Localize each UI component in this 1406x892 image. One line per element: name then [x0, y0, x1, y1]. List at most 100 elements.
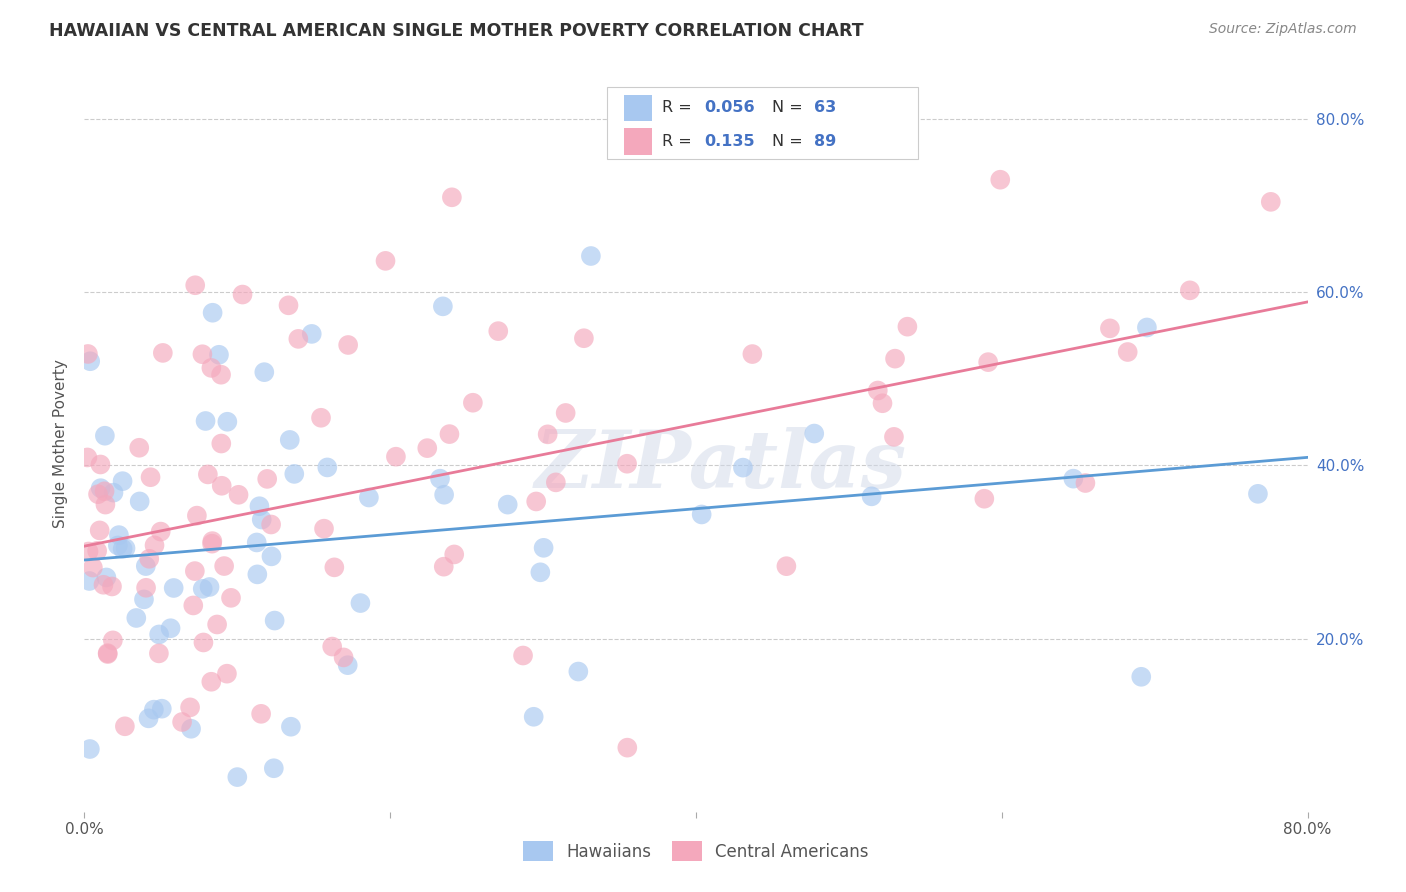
- Point: [321, 640, 343, 654]
- Point: [107, 538, 129, 552]
- Point: [357, 491, 380, 505]
- Point: [443, 548, 465, 562]
- Point: [433, 559, 456, 574]
- Point: [87, 487, 110, 501]
- Point: [524, 494, 547, 508]
- Point: [101, 633, 124, 648]
- Point: [977, 355, 1000, 369]
- Point: [283, 467, 305, 481]
- Point: [193, 635, 215, 649]
- Point: [184, 564, 207, 578]
- Point: [172, 714, 194, 729]
- Point: [159, 621, 181, 635]
- Point: [432, 299, 454, 313]
- Point: [896, 319, 918, 334]
- Point: [385, 450, 408, 464]
- Point: [616, 457, 638, 471]
- Point: [1098, 321, 1121, 335]
- Text: HAWAIIAN VS CENTRAL AMERICAN SINGLE MOTHER POVERTY CORRELATION CHART: HAWAIIAN VS CENTRAL AMERICAN SINGLE MOTH…: [49, 22, 863, 40]
- Point: [529, 566, 551, 580]
- Point: [94, 498, 117, 512]
- Point: [89, 524, 111, 538]
- Point: [143, 538, 166, 552]
- Legend: Hawaiians, Central Americans: Hawaiians, Central Americans: [515, 832, 877, 870]
- Point: [79, 574, 101, 588]
- Point: [103, 485, 125, 500]
- Point: [1062, 472, 1084, 486]
- Point: [148, 646, 170, 660]
- Point: [1130, 670, 1153, 684]
- Point: [872, 396, 894, 410]
- Point: [96, 570, 118, 584]
- Point: [523, 710, 546, 724]
- Point: [114, 541, 136, 556]
- Point: [77, 544, 100, 558]
- Point: [201, 536, 224, 550]
- Point: [79, 354, 101, 368]
- Point: [180, 722, 202, 736]
- Point: [219, 591, 242, 605]
- Text: 0.135: 0.135: [704, 134, 755, 149]
- Point: [201, 534, 224, 549]
- Point: [263, 761, 285, 775]
- Point: [150, 701, 173, 715]
- Point: [111, 541, 134, 556]
- Point: [215, 666, 238, 681]
- Point: [128, 441, 150, 455]
- Point: [512, 648, 534, 663]
- Point: [486, 324, 509, 338]
- Point: [616, 740, 638, 755]
- Point: [200, 360, 222, 375]
- Point: [208, 348, 231, 362]
- Point: [198, 580, 221, 594]
- Point: [374, 253, 396, 268]
- Text: R =: R =: [662, 134, 702, 149]
- Point: [250, 512, 273, 526]
- Point: [138, 551, 160, 566]
- Point: [138, 711, 160, 725]
- Text: N =: N =: [772, 101, 808, 115]
- Text: 89: 89: [814, 134, 837, 149]
- Point: [226, 770, 249, 784]
- Point: [79, 742, 101, 756]
- Point: [191, 347, 214, 361]
- Point: [567, 665, 589, 679]
- Point: [884, 351, 907, 366]
- Point: [260, 517, 283, 532]
- Point: [1247, 487, 1270, 501]
- Point: [94, 428, 117, 442]
- Y-axis label: Single Mother Poverty: Single Mother Poverty: [53, 359, 69, 528]
- Point: [246, 567, 269, 582]
- Point: [1178, 283, 1201, 297]
- Point: [280, 720, 302, 734]
- Point: [277, 298, 299, 312]
- Point: [211, 479, 233, 493]
- Point: [205, 617, 228, 632]
- Point: [263, 614, 285, 628]
- Point: [433, 488, 456, 502]
- Point: [883, 430, 905, 444]
- Point: [309, 410, 332, 425]
- Point: [287, 332, 309, 346]
- Point: [179, 700, 201, 714]
- Point: [572, 331, 595, 345]
- Point: [200, 674, 222, 689]
- Point: [440, 190, 463, 204]
- Point: [312, 522, 335, 536]
- Point: [260, 549, 283, 564]
- Point: [217, 415, 239, 429]
- Point: [135, 559, 157, 574]
- Point: [301, 326, 323, 341]
- Point: [90, 481, 112, 495]
- Point: [209, 436, 232, 450]
- Point: [496, 498, 519, 512]
- Point: [89, 458, 111, 472]
- Point: [1260, 194, 1282, 209]
- Text: R =: R =: [662, 101, 697, 115]
- Point: [1074, 475, 1097, 490]
- Point: [201, 306, 224, 320]
- Point: [209, 368, 232, 382]
- Point: [181, 599, 204, 613]
- Point: [111, 474, 134, 488]
- Point: [246, 535, 269, 549]
